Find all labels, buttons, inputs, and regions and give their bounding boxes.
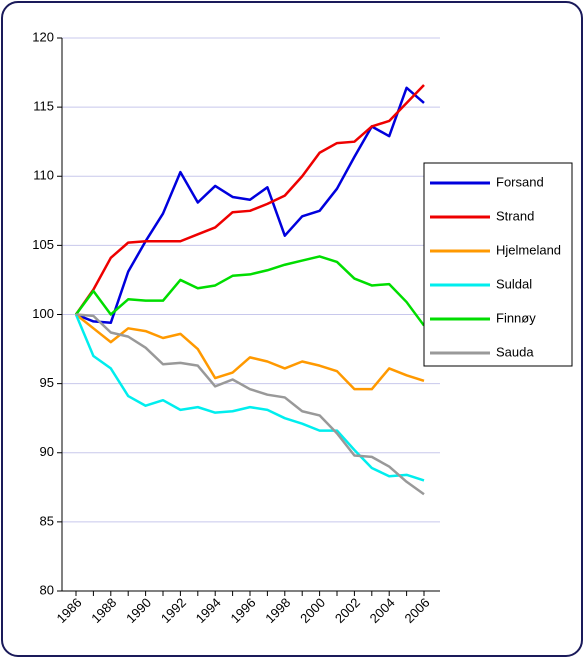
y-tick-label: 85: [40, 513, 54, 528]
y-tick-label: 115: [33, 99, 54, 114]
legend-box: [423, 162, 573, 367]
legend-label: Suldal: [496, 276, 532, 291]
y-tick-label: 95: [40, 375, 54, 390]
y-tick-label: 100: [32, 306, 54, 321]
legend-label: Hjelmeland: [496, 242, 561, 257]
series-line: [74, 84, 425, 316]
series-line: [75, 313, 425, 391]
series-line: [74, 314, 425, 482]
series-line: [75, 313, 425, 496]
y-tick-label: 120: [32, 29, 54, 44]
legend-label: Forsand: [496, 174, 544, 189]
y-tick-label: 80: [40, 582, 54, 597]
legend-label: Finnøy: [496, 310, 536, 325]
y-tick-label: 105: [32, 237, 54, 252]
y-tick-label: 110: [33, 168, 54, 183]
legend-label: Strand: [496, 208, 534, 223]
series-line: [74, 255, 426, 327]
legend-label: Sauda: [496, 344, 534, 359]
y-tick-label: 90: [40, 444, 54, 459]
series-line: [75, 86, 425, 325]
